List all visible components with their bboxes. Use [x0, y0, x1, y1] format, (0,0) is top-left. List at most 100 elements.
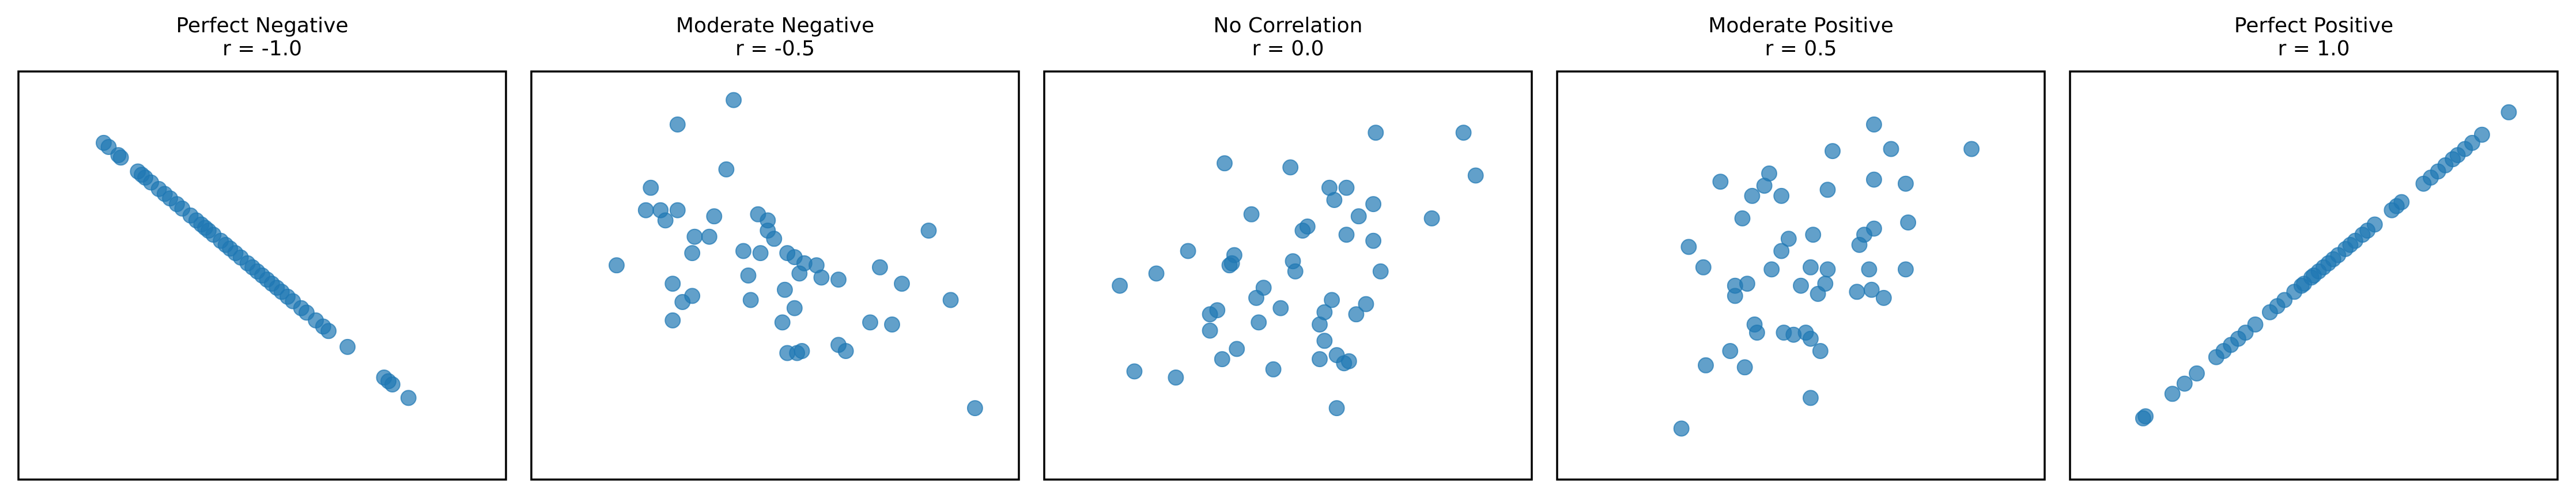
scatter-point — [1112, 277, 1128, 294]
scatter-point — [1865, 171, 1882, 188]
scatter-point — [684, 245, 701, 262]
scatter-point — [2247, 316, 2264, 333]
scatter-point — [1372, 263, 1389, 280]
scatter-point — [1324, 292, 1340, 308]
scatter-point — [837, 343, 854, 359]
scatter-point — [776, 281, 793, 298]
scatter-point — [1282, 159, 1299, 176]
scatter-point — [1851, 236, 1868, 253]
scatter-point — [942, 292, 959, 308]
scatter-point — [1734, 210, 1751, 227]
scatter-point — [2137, 408, 2154, 425]
scatter-point — [830, 271, 847, 288]
scatter-point — [2501, 104, 2517, 120]
scatter-point — [2189, 365, 2205, 382]
scatter-point — [1812, 343, 1829, 359]
scatter-point — [1763, 261, 1780, 278]
plot-area — [1043, 70, 1533, 481]
scatter-point — [1326, 192, 1343, 208]
scatter-point — [400, 390, 417, 406]
scatter-point — [1365, 232, 1382, 249]
scatter-point — [884, 316, 900, 333]
scatter-point — [1368, 124, 1384, 141]
scatter-point — [1265, 361, 1282, 378]
scatter-point — [794, 343, 810, 359]
scatter-point — [1802, 390, 1819, 406]
panel-title: No Correlation — [1214, 14, 1363, 37]
scatter-point — [1780, 231, 1797, 247]
scatter-point — [740, 267, 757, 284]
scatter-point — [1328, 400, 1345, 417]
plot-area — [1556, 70, 2046, 481]
plot-area — [530, 70, 1020, 481]
scatter-point — [752, 245, 769, 262]
scatter-point — [726, 92, 742, 108]
scatter-point — [1202, 306, 1218, 323]
scatter-point — [1865, 116, 1882, 133]
panel-title: Perfect Positive — [2234, 14, 2393, 37]
scatter-point — [669, 202, 686, 218]
scatter-point — [1287, 263, 1304, 280]
scatter-point — [1736, 359, 1753, 376]
scatter-point — [1248, 289, 1264, 306]
scatter-point — [1229, 341, 1245, 357]
scatter-point — [1819, 182, 1836, 198]
scatter-point — [1825, 143, 1841, 160]
scatter-point — [774, 314, 791, 331]
scatter-point — [1348, 306, 1365, 323]
panel-subtitle: r = -0.5 — [735, 37, 815, 61]
panel-subtitle: r = 0.5 — [1765, 37, 1837, 61]
scatter-point — [1180, 243, 1196, 259]
scatter-point — [2176, 375, 2193, 392]
scatter-point — [2164, 386, 2181, 402]
scatter-point — [1698, 357, 1714, 373]
scatter-point — [735, 243, 751, 259]
scatter-point — [637, 202, 654, 218]
scatter-point — [1897, 175, 1914, 192]
scatter-point — [701, 228, 717, 245]
scatter-point — [894, 276, 910, 292]
scatter-point — [1756, 178, 1773, 194]
scatter-point — [1802, 259, 1819, 276]
scatter-point — [862, 314, 878, 331]
scatter-point — [1217, 155, 1233, 172]
scatter-point — [1897, 261, 1914, 278]
scatter-point — [1251, 314, 1267, 331]
scatter-point — [657, 212, 674, 229]
scatter-point — [2473, 126, 2490, 143]
scatter-point — [1773, 243, 1790, 259]
scatter-point — [1316, 333, 1333, 349]
scatter-point — [1883, 141, 1899, 157]
scatter-point — [786, 300, 803, 316]
scatter-point — [664, 312, 681, 329]
scatter-point — [1148, 265, 1165, 282]
panel-subtitle: r = 0.0 — [1252, 37, 1324, 61]
scatter-point — [664, 276, 681, 292]
scatter-point — [1365, 196, 1382, 213]
scatter-point — [706, 208, 723, 225]
scatter-point — [813, 269, 830, 286]
scatter-point — [1312, 351, 1328, 368]
scatter-point — [643, 179, 659, 196]
scatter-point — [1727, 288, 1743, 304]
scatter-point — [1168, 369, 1184, 386]
scatter-point — [1863, 281, 1880, 298]
scatter-point — [779, 345, 796, 361]
scatter-point — [669, 116, 686, 133]
scatter-point — [1712, 173, 1729, 190]
scatter-point — [1221, 257, 1238, 274]
scatter-point — [686, 228, 703, 245]
scatter-point — [742, 292, 759, 308]
scatter-point — [920, 222, 937, 239]
scatter-point — [2393, 194, 2410, 210]
scatter-point — [760, 222, 776, 239]
scatter-point — [1748, 325, 1765, 341]
panel-subtitle: r = -1.0 — [222, 37, 302, 61]
scatter-point — [1350, 208, 1367, 225]
scatter-point — [1900, 214, 1917, 231]
panel-subtitle: r = 1.0 — [2277, 37, 2350, 61]
scatter-point — [1673, 420, 1690, 437]
scatter-point — [718, 161, 735, 178]
